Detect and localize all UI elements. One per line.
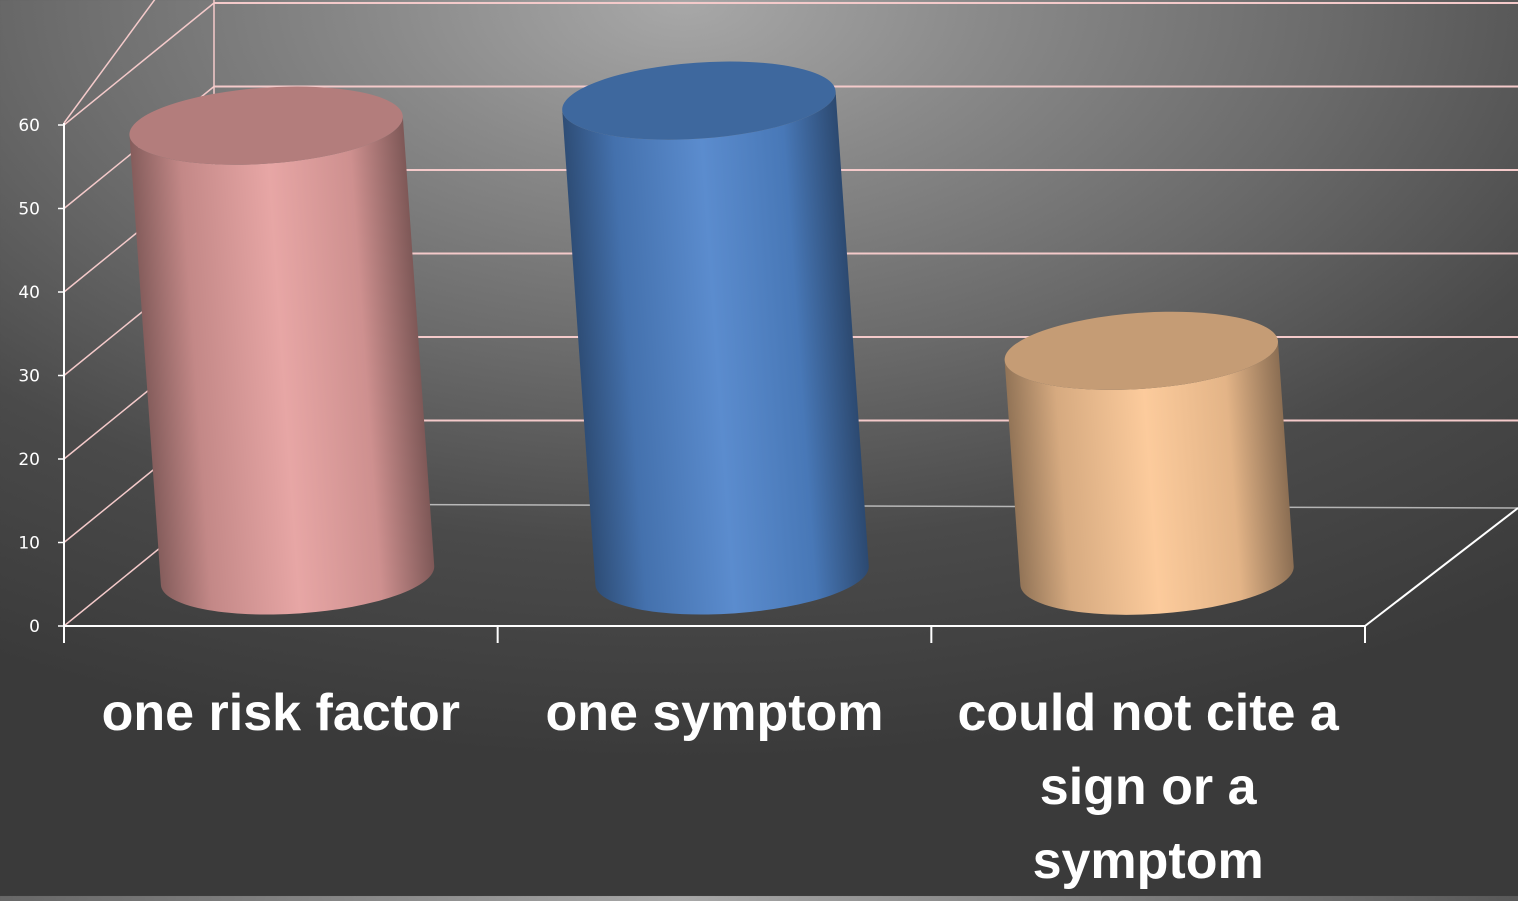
category-label: one risk factor	[51, 676, 511, 750]
bar-top	[562, 61, 836, 140]
category-label-line: one symptom	[545, 684, 884, 742]
bar-body	[1004, 341, 1294, 615]
bar-cylinder	[129, 86, 435, 615]
y-tick-label: 40	[18, 283, 40, 303]
bar-top	[1004, 311, 1278, 390]
side-wall-top-edge	[63, 0, 156, 124]
y-tick-label: 10	[18, 534, 40, 554]
bar-top	[129, 86, 403, 165]
category-label: could not cite a sign or a symptom	[918, 676, 1378, 898]
bar-body	[562, 91, 869, 615]
category-label: one symptom	[485, 676, 945, 750]
y-tick-label: 30	[18, 367, 40, 387]
side-wall-gridline	[63, 2, 215, 126]
bar-cylinder	[562, 61, 869, 615]
floor-right-edge	[1364, 507, 1518, 627]
bar-body	[129, 116, 435, 615]
category-label-line: could not cite a	[957, 684, 1339, 742]
floor-back-edge	[213, 503, 1518, 509]
y-tick-label: 20	[18, 450, 40, 470]
y-tick-label: 60	[18, 116, 40, 136]
bar-cylinder	[1004, 311, 1294, 615]
category-label-line: sign or a	[1039, 758, 1257, 816]
chart-y-ticks: 0 10 20 30 40 50 60	[18, 116, 40, 637]
category-label-line: one risk factor	[101, 684, 460, 742]
y-tick-label: 50	[18, 200, 40, 220]
category-label-line: symptom	[1032, 832, 1264, 890]
chart-bars	[129, 61, 1294, 615]
chart-axes	[58, 123, 1518, 643]
y-tick-label: 0	[29, 617, 40, 637]
